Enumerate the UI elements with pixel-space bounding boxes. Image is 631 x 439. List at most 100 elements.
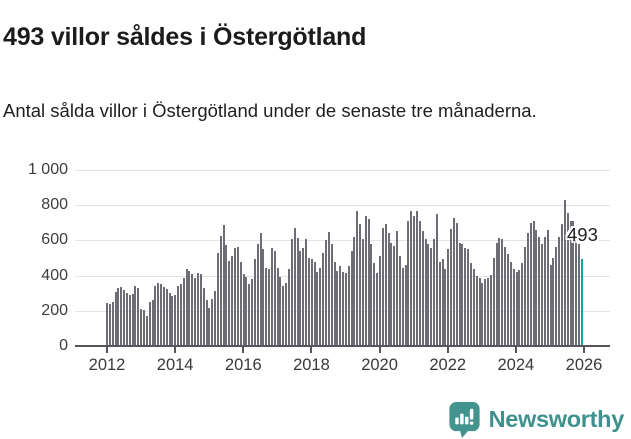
y-axis-tick-label: 600 — [41, 231, 68, 249]
bar — [470, 262, 472, 346]
bar — [290, 239, 293, 346]
bar — [145, 315, 148, 346]
bar — [347, 265, 350, 346]
bar — [359, 224, 362, 346]
bar — [268, 269, 271, 346]
bar — [558, 236, 561, 346]
bar — [199, 274, 202, 346]
bar — [273, 250, 276, 346]
bar — [361, 239, 364, 346]
bar — [182, 278, 185, 346]
bar — [487, 277, 490, 346]
x-axis-tick — [242, 347, 245, 353]
bar — [324, 239, 327, 346]
y-axis-tick-label: 400 — [41, 266, 68, 284]
bar — [404, 265, 407, 346]
bar — [214, 291, 217, 346]
bar — [270, 248, 273, 346]
bar — [447, 249, 450, 346]
bar — [396, 231, 399, 346]
x-axis-tick-label: 2018 — [293, 356, 330, 374]
bar — [427, 244, 430, 346]
bar — [563, 199, 566, 346]
bar — [535, 229, 538, 346]
bar — [444, 269, 447, 346]
bar — [350, 250, 353, 346]
bar — [131, 293, 134, 346]
bar — [495, 242, 498, 346]
bar — [413, 215, 416, 346]
bar — [407, 221, 410, 346]
bar — [123, 290, 126, 346]
bar — [157, 283, 160, 346]
bar — [228, 261, 231, 346]
bar — [543, 236, 546, 346]
plot-area — [75, 170, 610, 347]
bar — [177, 285, 180, 346]
bar — [151, 299, 154, 346]
bar — [561, 224, 563, 346]
bar — [504, 247, 507, 346]
x-axis-tick-label: 2012 — [88, 356, 126, 374]
bar — [410, 211, 413, 346]
bar — [211, 299, 214, 346]
bar — [430, 247, 433, 346]
x-axis-tick-label: 2026 — [565, 356, 603, 374]
bar — [120, 287, 123, 346]
bar — [381, 227, 384, 346]
bar — [140, 308, 143, 346]
bar — [165, 288, 168, 346]
bar — [546, 229, 549, 346]
bar — [319, 267, 322, 346]
bar — [356, 211, 359, 346]
bar — [259, 232, 262, 346]
bar — [390, 242, 393, 346]
y-axis-tick-label: 800 — [41, 196, 68, 214]
bar — [231, 256, 234, 346]
bar — [555, 247, 558, 346]
bar — [134, 285, 137, 346]
bar — [222, 225, 225, 346]
bar — [225, 244, 228, 346]
bar — [344, 272, 347, 346]
bar — [415, 211, 418, 346]
gridline — [75, 240, 610, 242]
bar — [327, 231, 330, 346]
bar — [174, 294, 177, 346]
gridline — [75, 205, 610, 207]
bar — [148, 302, 151, 346]
x-axis-tick — [583, 347, 585, 353]
bar-chart: 493 0 200 400 600 800 1 000 2012 2014 2016 2018 20… — [0, 160, 631, 390]
bar — [450, 229, 453, 346]
bar — [552, 258, 555, 346]
bar — [578, 244, 581, 346]
x-axis-tick-label: 2016 — [224, 356, 262, 374]
x-axis-tick-label: 2020 — [361, 356, 398, 374]
bar — [401, 267, 404, 346]
bar — [566, 212, 569, 346]
y-axis-tick-label: 0 — [59, 337, 68, 354]
bar — [114, 291, 117, 346]
highlighted-bar — [580, 259, 583, 346]
bar — [506, 254, 509, 346]
bar — [205, 299, 208, 346]
bar — [467, 248, 470, 346]
bar — [521, 263, 524, 346]
bar — [185, 268, 188, 346]
chart-subtitle: Antal sålda villor i Östergötland under … — [3, 99, 537, 121]
bar — [572, 221, 575, 346]
bar — [370, 244, 373, 346]
bar — [373, 262, 376, 346]
page-title: 493 villor såldes i Östergötland — [3, 22, 367, 51]
y-axis-tick-label: 1 000 — [27, 161, 68, 178]
bar — [117, 288, 120, 346]
bar — [433, 239, 436, 346]
bar — [171, 295, 174, 346]
bar — [279, 276, 282, 346]
bar — [364, 215, 367, 346]
bar — [219, 236, 222, 346]
bar — [128, 294, 131, 346]
bar — [501, 239, 504, 346]
bar — [455, 222, 458, 346]
bar — [302, 247, 305, 346]
